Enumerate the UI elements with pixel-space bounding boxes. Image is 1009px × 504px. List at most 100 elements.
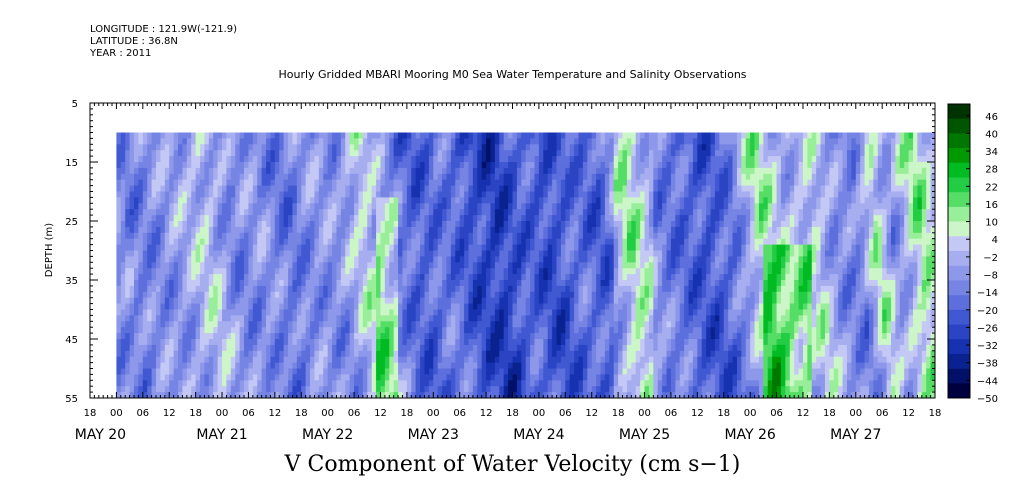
heatmap-cell	[459, 303, 465, 310]
heatmap-cell	[508, 297, 513, 304]
heatmap-cell	[503, 167, 509, 175]
heatmap-cell	[486, 339, 491, 346]
heatmap-cell	[543, 138, 549, 145]
heatmap-cell	[420, 256, 425, 263]
heatmap-cell	[543, 339, 549, 346]
heatmap-cell	[164, 291, 170, 299]
heatmap-cell	[138, 309, 144, 316]
heatmap-cell	[327, 262, 333, 269]
heatmap-cell	[288, 203, 293, 210]
heatmap-cell	[587, 167, 593, 175]
heatmap-cell	[261, 356, 267, 363]
heatmap-cell	[310, 350, 315, 358]
heatmap-cell	[164, 333, 170, 340]
heatmap-cell	[446, 280, 452, 287]
heatmap-cell	[538, 303, 544, 310]
heatmap-cell	[257, 203, 263, 210]
heatmap-cell	[521, 392, 527, 399]
heatmap-cell	[138, 274, 144, 281]
heatmap-cell	[415, 380, 421, 387]
heatmap-cell	[446, 150, 452, 157]
heatmap-cell	[213, 197, 219, 204]
heatmap-cell	[226, 232, 232, 240]
heatmap-cell	[587, 262, 593, 269]
heatmap-cell	[415, 339, 421, 346]
heatmap-cell	[292, 386, 298, 393]
heatmap-cell	[494, 285, 500, 293]
heatmap-cell	[186, 303, 192, 310]
heatmap-cell	[516, 380, 522, 387]
heatmap-cell	[389, 274, 395, 281]
heatmap-cell	[318, 344, 324, 352]
heatmap-cell	[587, 344, 593, 352]
heatmap-cell	[349, 280, 355, 287]
heatmap-cell	[574, 291, 579, 299]
heatmap-cell	[310, 280, 315, 287]
heatmap-cell	[376, 333, 381, 340]
heatmap-cell	[578, 132, 584, 139]
heatmap-cell	[437, 274, 443, 281]
heatmap-cell	[147, 238, 153, 245]
heatmap-cell	[134, 327, 139, 334]
heatmap-cell	[173, 297, 179, 304]
heatmap-cell	[169, 321, 175, 328]
heatmap-cell	[450, 244, 456, 251]
heatmap-cell	[371, 380, 377, 387]
heatmap-cell	[362, 303, 368, 310]
heatmap-cell	[486, 203, 491, 210]
heatmap-cell	[371, 197, 377, 204]
heatmap-cell	[578, 327, 584, 334]
heatmap-cell	[587, 291, 593, 299]
heatmap-cell	[332, 179, 337, 186]
heatmap-cell	[494, 380, 500, 387]
heatmap-cell	[354, 132, 359, 139]
heatmap-cell	[525, 285, 531, 293]
heatmap-cell	[424, 144, 430, 151]
heatmap-cell	[582, 315, 588, 322]
heatmap-cell	[248, 203, 254, 210]
heatmap-cell	[591, 232, 597, 240]
heatmap-cell	[195, 238, 201, 245]
heatmap-cell	[204, 167, 210, 175]
heatmap-cell	[406, 327, 412, 334]
heatmap-cell	[349, 262, 355, 269]
heatmap-cell	[389, 150, 395, 157]
heatmap-cell	[591, 321, 597, 328]
heatmap-cell	[310, 309, 315, 316]
heatmap-cell	[415, 333, 421, 340]
heatmap-cell	[494, 274, 500, 281]
heatmap-cell	[376, 209, 381, 216]
heatmap-cell	[406, 197, 412, 204]
heatmap-cell	[213, 215, 219, 222]
heatmap-cell	[125, 162, 131, 169]
heatmap-cell	[204, 191, 210, 198]
heatmap-cell	[380, 138, 386, 145]
heatmap-cell	[186, 368, 192, 375]
heatmap-cell	[191, 356, 197, 363]
heatmap-cell	[428, 173, 434, 181]
heatmap-cell	[376, 191, 381, 198]
heatmap-cell	[565, 356, 571, 363]
heatmap-cell	[186, 362, 192, 369]
heatmap-cell	[173, 185, 179, 192]
heatmap-cell	[450, 268, 456, 275]
heatmap-cell	[494, 185, 500, 192]
heatmap-cell	[195, 309, 201, 316]
heatmap-cell	[490, 297, 496, 304]
heatmap-cell	[415, 244, 421, 251]
heatmap-cell	[318, 179, 324, 186]
heatmap-cell	[226, 191, 232, 198]
heatmap-cell	[402, 356, 408, 363]
heatmap-cell	[248, 191, 254, 198]
heatmap-cell	[596, 333, 601, 340]
heatmap-cell	[521, 144, 527, 151]
heatmap-cell	[160, 197, 166, 204]
heatmap-cell	[296, 256, 302, 263]
heatmap-cell	[235, 380, 241, 387]
heatmap-cell	[195, 380, 201, 387]
heatmap-cell	[230, 209, 236, 216]
heatmap-cell	[252, 321, 258, 328]
heatmap-cell	[512, 191, 518, 198]
heatmap-cell	[349, 344, 355, 352]
heatmap-cell	[222, 327, 227, 334]
